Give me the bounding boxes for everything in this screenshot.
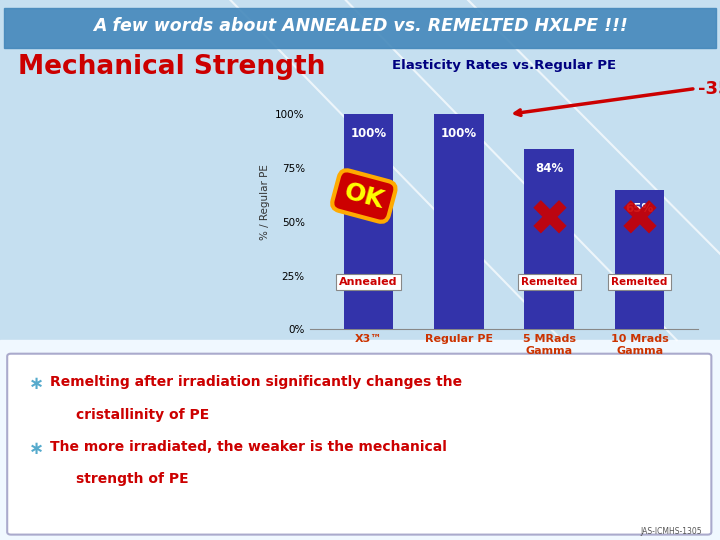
Text: Mechanical Strength: Mechanical Strength xyxy=(18,55,325,80)
Bar xyxy=(434,114,484,329)
Text: ∗: ∗ xyxy=(29,375,44,393)
Text: cristallinity of PE: cristallinity of PE xyxy=(76,408,209,422)
Text: 100%: 100% xyxy=(441,127,477,140)
Title: Elasticity Rates vs.Regular PE: Elasticity Rates vs.Regular PE xyxy=(392,59,616,72)
Text: Remelted: Remelted xyxy=(521,277,577,287)
Bar xyxy=(0,0,720,346)
Bar xyxy=(615,190,665,329)
Y-axis label: % / Regular PE: % / Regular PE xyxy=(260,165,270,240)
Text: strength of PE: strength of PE xyxy=(76,472,188,487)
Text: Remelted: Remelted xyxy=(611,277,668,287)
Text: Annealed: Annealed xyxy=(339,277,397,287)
Text: JAS-ICMHS-1305: JAS-ICMHS-1305 xyxy=(640,526,702,536)
Text: ✖: ✖ xyxy=(618,198,660,246)
Text: 100%: 100% xyxy=(351,127,387,140)
Text: A few words about ANNEALED vs. REMELTED HXLPE !!!: A few words about ANNEALED vs. REMELTED … xyxy=(93,17,627,36)
Text: 84%: 84% xyxy=(535,161,563,174)
Text: The more irradiated, the weaker is the mechanical: The more irradiated, the weaker is the m… xyxy=(50,440,447,454)
Bar xyxy=(343,114,393,329)
Bar xyxy=(0,340,720,540)
FancyBboxPatch shape xyxy=(7,354,711,535)
Bar xyxy=(4,8,716,48)
Text: ✖: ✖ xyxy=(528,198,570,246)
Text: -35 %: -35 % xyxy=(698,79,720,98)
Bar xyxy=(524,148,574,329)
Text: 65%: 65% xyxy=(626,202,654,215)
Text: OK: OK xyxy=(341,179,387,213)
Text: Remelting after irradiation significantly changes the: Remelting after irradiation significantl… xyxy=(50,375,462,389)
Text: ∗: ∗ xyxy=(29,440,44,458)
